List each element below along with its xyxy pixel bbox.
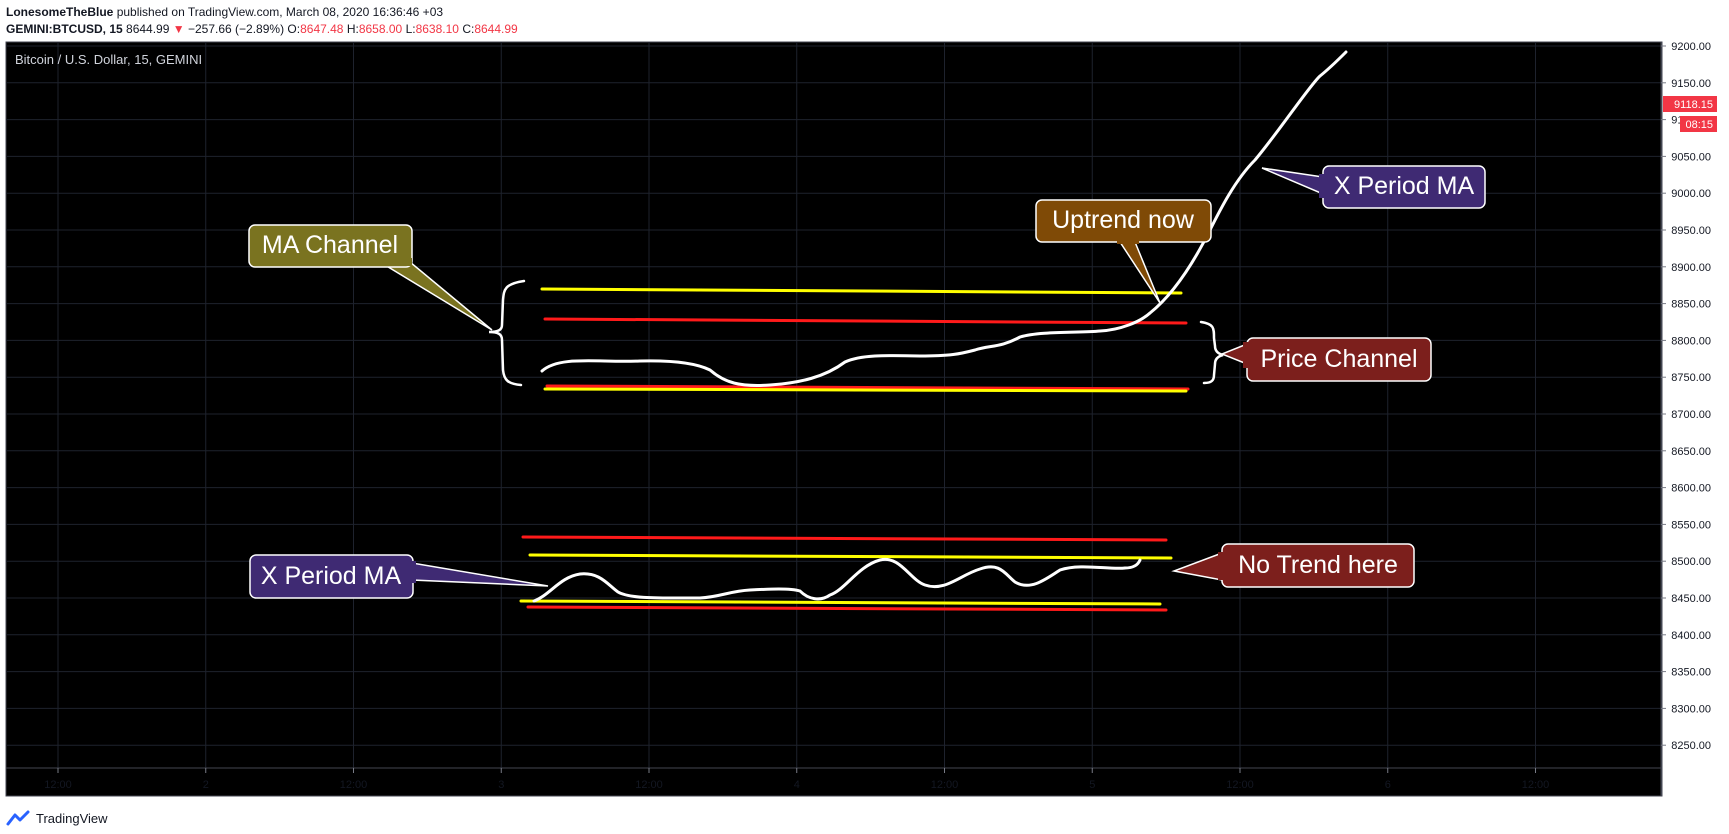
y-tick-label: 9150.00 <box>1671 78 1711 90</box>
countdown-box <box>1680 116 1717 132</box>
footer: TradingView <box>6 806 108 830</box>
x-tick-label: 3 <box>498 779 504 791</box>
x-tick-label: 12:00 <box>44 779 72 791</box>
publish-info: published on TradingView.com, March 08, … <box>116 5 444 19</box>
callout-uptrend-now[interactable]: Uptrend now <box>1035 199 1212 304</box>
close-label: C: <box>462 22 475 36</box>
lower-price-channel-lower-line <box>526 605 1168 612</box>
time-axis[interactable]: 12:00 2 12:00 3 12:00 4 12:00 5 12:00 6 12:00 <box>44 768 1549 791</box>
callout-label: No Trend here <box>1238 551 1398 579</box>
x-tick-label: 4 <box>794 779 800 791</box>
open-value: 8647.48 <box>300 22 344 36</box>
x-tick-label: 12:00 <box>635 779 663 791</box>
publish-line: LonesomeTheBlue published on TradingView… <box>6 4 1726 21</box>
callout-x-period-ma-bottom[interactable]: X Period MA <box>249 554 549 599</box>
x-tick-label: 5 <box>1089 779 1095 791</box>
callout-label: Price Channel <box>1260 345 1417 373</box>
high-value: 8658.00 <box>358 22 403 36</box>
down-arrow-icon: ▼ <box>172 22 185 36</box>
chart-header: LonesomeTheBlue published on TradingView… <box>6 4 1726 40</box>
ma-channel-upper-line <box>540 287 1183 295</box>
y-tick-label: 9050.00 <box>1671 151 1711 163</box>
y-tick-label: 9200.00 <box>1671 41 1711 53</box>
close-value: 8644.99 <box>474 22 518 36</box>
x-tick-label: 12:00 <box>340 779 368 791</box>
chart-title: Bitcoin / U.S. Dollar, 15, GEMINI <box>15 52 202 67</box>
y-tick-label: 9000.00 <box>1671 188 1711 200</box>
x-tick-label: 12:00 <box>931 779 959 791</box>
low-value: 8638.10 <box>415 22 459 36</box>
x-period-ma-uptrend-curve <box>540 50 1348 387</box>
author-name[interactable]: LonesomeTheBlue <box>6 5 114 19</box>
last-price: 8644.99 <box>126 22 170 36</box>
y-tick-label: 8750.00 <box>1671 372 1711 384</box>
y-tick-label: 8700.00 <box>1671 409 1711 421</box>
y-tick-label: 8400.00 <box>1671 630 1711 642</box>
y-tick-label: 8900.00 <box>1671 262 1711 274</box>
callout-label: MA Channel <box>262 231 398 259</box>
high-label: H: <box>346 22 359 36</box>
x-tick-label: 12:00 <box>1226 779 1254 791</box>
callout-x-period-ma-top[interactable]: X Period MA <box>1261 165 1486 209</box>
callout-price-channel[interactable]: Price Channel <box>1219 337 1432 382</box>
callout-label: Uptrend now <box>1052 206 1195 234</box>
price-axis[interactable]: 9200.009150.009100.009050.009000.008950.… <box>1661 41 1711 752</box>
lower-ma-channel-lower-line <box>519 599 1162 606</box>
y-tick-label: 8800.00 <box>1671 335 1711 347</box>
last-price-value: 9118.15 <box>1674 99 1713 111</box>
footer-brand[interactable]: TradingView <box>36 810 108 826</box>
price-channel-upper-line <box>543 317 1188 325</box>
open-label: O: <box>287 22 301 36</box>
y-tick-label: 8450.00 <box>1671 593 1711 605</box>
ma-channel-lower-line <box>543 387 1188 393</box>
y-tick-label: 8950.00 <box>1671 225 1711 237</box>
callout-ma-channel[interactable]: MA Channel <box>248 224 493 331</box>
x-tick-label: 6 <box>1385 779 1391 791</box>
callout-label: X Period MA <box>261 562 402 590</box>
countdown-value: 08:15 <box>1685 119 1713 131</box>
y-tick-label: 8650.00 <box>1671 446 1711 458</box>
y-tick-label: 8550.00 <box>1671 519 1711 531</box>
y-tick-label: 8350.00 <box>1671 667 1711 679</box>
x-period-ma-flat-curve <box>532 557 1142 603</box>
callout-label: X Period MA <box>1334 172 1475 200</box>
x-tick-label: 2 <box>203 779 209 791</box>
last-price-box <box>1663 96 1717 112</box>
y-tick-label: 8300.00 <box>1671 703 1711 715</box>
callout-no-trend-here[interactable]: No Trend here <box>1171 543 1415 588</box>
y-tick-label: 8250.00 <box>1671 740 1711 752</box>
price-channel-lower-line <box>545 384 1190 391</box>
low-label: L: <box>405 22 416 36</box>
y-tick-label: 8850.00 <box>1671 299 1711 311</box>
price-change: −257.66 (−2.89%) <box>188 22 285 36</box>
ohlc-line: GEMINI:BTCUSD, 15 8644.99 ▼ −257.66 (−2.… <box>6 21 1726 38</box>
y-tick-label: 8600.00 <box>1671 483 1711 495</box>
lower-ma-channel-upper-line <box>528 553 1173 560</box>
lower-price-channel-upper-line <box>521 535 1168 542</box>
x-tick-label: 12:00 <box>1522 779 1550 791</box>
symbol-label: GEMINI:BTCUSD, 15 <box>6 22 123 36</box>
tradingview-logo-icon <box>6 810 30 826</box>
y-tick-label: 8500.00 <box>1671 556 1711 568</box>
last-price-marker: 9118.15 08:15 <box>1663 96 1717 132</box>
chart-plot-background <box>5 41 1663 797</box>
drawings <box>488 50 1348 612</box>
ma-channel-brace <box>488 279 526 387</box>
price-chart[interactable]: 9200.009150.009100.009050.009000.008950.… <box>0 0 1729 806</box>
